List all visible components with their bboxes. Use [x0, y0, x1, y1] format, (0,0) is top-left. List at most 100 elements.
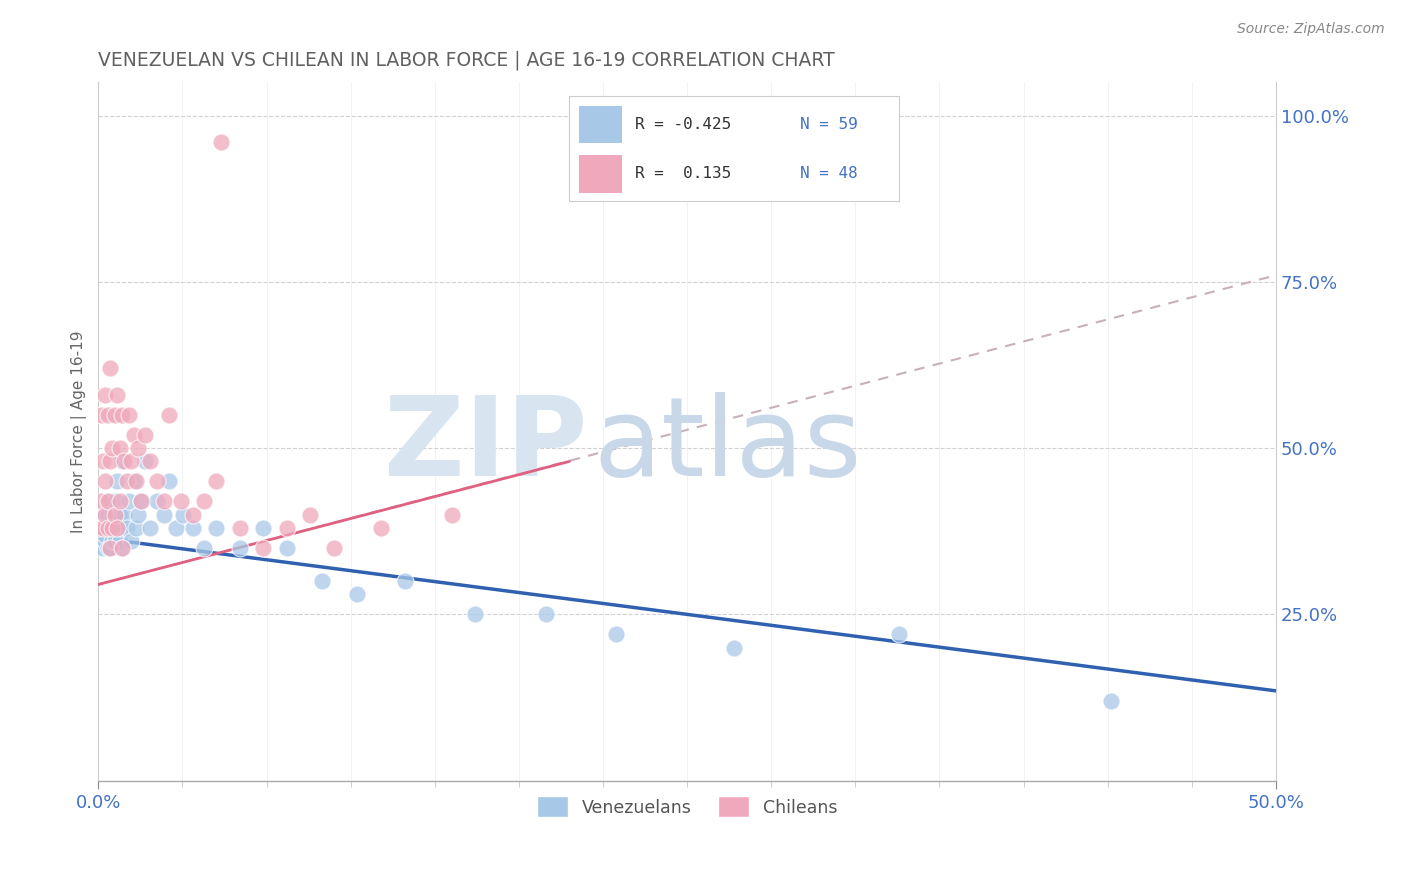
Point	[534, 607, 557, 622]
Point	[115, 521, 138, 535]
Point	[98, 361, 121, 376]
Point	[157, 475, 180, 489]
Y-axis label: In Labor Force | Age 16-19: In Labor Force | Age 16-19	[72, 330, 87, 533]
Point	[104, 534, 127, 549]
Point	[90, 408, 112, 422]
Point	[91, 521, 114, 535]
Point	[90, 521, 112, 535]
Point	[193, 494, 215, 508]
Point	[1099, 694, 1122, 708]
Point	[112, 454, 135, 468]
Point	[104, 508, 127, 522]
Point	[90, 494, 112, 508]
Point	[104, 494, 127, 508]
Point	[108, 494, 131, 508]
Point	[101, 521, 124, 535]
Point	[104, 521, 127, 535]
Legend: Venezuelans, Chileans: Venezuelans, Chileans	[530, 789, 845, 824]
Point	[104, 408, 127, 422]
Point	[125, 475, 148, 489]
Point	[94, 508, 117, 522]
Point	[276, 541, 298, 555]
Point	[394, 574, 416, 588]
Point	[120, 454, 142, 468]
Point	[97, 541, 120, 555]
Point	[105, 521, 128, 535]
Point	[98, 521, 121, 535]
Point	[440, 508, 463, 522]
Point	[98, 494, 121, 508]
Point	[91, 541, 114, 555]
Point	[87, 521, 110, 535]
Text: atlas: atlas	[593, 392, 862, 499]
Point	[97, 521, 120, 535]
Point	[887, 627, 910, 641]
Point	[112, 508, 135, 522]
Point	[129, 494, 152, 508]
Point	[299, 508, 322, 522]
Point	[464, 607, 486, 622]
Point	[97, 521, 120, 535]
Text: VENEZUELAN VS CHILEAN IN LABOR FORCE | AGE 16-19 CORRELATION CHART: VENEZUELAN VS CHILEAN IN LABOR FORCE | A…	[98, 51, 835, 70]
Point	[118, 408, 141, 422]
Point	[125, 521, 148, 535]
Point	[120, 534, 142, 549]
Point	[94, 475, 117, 489]
Point	[172, 508, 194, 522]
Point	[94, 534, 117, 549]
Point	[370, 521, 392, 535]
Point	[193, 541, 215, 555]
Point	[205, 521, 228, 535]
Point	[122, 475, 145, 489]
Point	[723, 640, 745, 655]
Point	[90, 534, 112, 549]
Text: ZIP: ZIP	[384, 392, 588, 499]
Point	[108, 534, 131, 549]
Point	[205, 475, 228, 489]
Point	[139, 521, 162, 535]
Point	[228, 541, 250, 555]
Point	[101, 441, 124, 455]
Point	[122, 427, 145, 442]
Point	[101, 534, 124, 549]
Point	[139, 454, 162, 468]
Point	[153, 508, 176, 522]
Point	[111, 454, 134, 468]
Point	[170, 494, 193, 508]
Point	[134, 427, 156, 442]
Point	[134, 454, 156, 468]
Point	[111, 521, 134, 535]
Point	[87, 541, 110, 555]
Point	[91, 454, 114, 468]
Point	[101, 521, 124, 535]
Point	[181, 508, 204, 522]
Point	[111, 541, 134, 555]
Point	[108, 441, 131, 455]
Point	[94, 508, 117, 522]
Point	[108, 508, 131, 522]
Point	[97, 508, 120, 522]
Point	[127, 441, 149, 455]
Point	[146, 494, 169, 508]
Point	[101, 508, 124, 522]
Point	[146, 475, 169, 489]
Point	[105, 475, 128, 489]
Point	[153, 494, 176, 508]
Point	[105, 388, 128, 402]
Point	[91, 521, 114, 535]
Point	[94, 388, 117, 402]
Point	[276, 521, 298, 535]
Point	[181, 521, 204, 535]
Point	[98, 541, 121, 555]
Point	[165, 521, 187, 535]
Point	[94, 527, 117, 541]
Point	[228, 521, 250, 535]
Point	[97, 408, 120, 422]
Point	[311, 574, 333, 588]
Point	[105, 521, 128, 535]
Point	[209, 135, 232, 149]
Point	[605, 627, 627, 641]
Point	[94, 521, 117, 535]
Point	[157, 408, 180, 422]
Point	[98, 454, 121, 468]
